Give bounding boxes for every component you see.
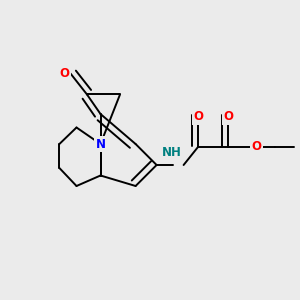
Text: NH: NH (162, 146, 182, 160)
Text: O: O (223, 110, 233, 124)
Text: O: O (193, 110, 203, 124)
Text: O: O (251, 140, 262, 154)
Text: O: O (59, 67, 70, 80)
Text: N: N (95, 137, 106, 151)
